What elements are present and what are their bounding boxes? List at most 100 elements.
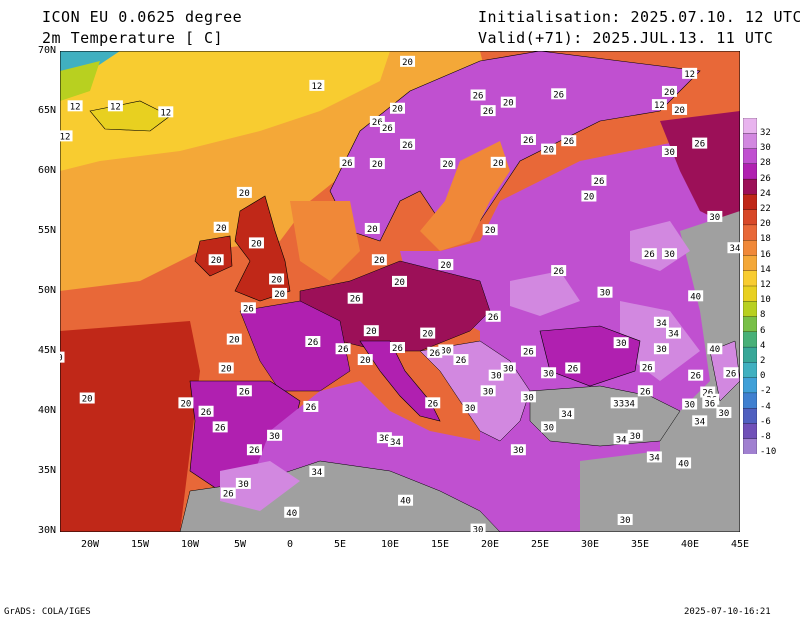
svg-text:26: 26 — [243, 304, 254, 314]
contour-label: 20 — [272, 287, 288, 300]
colorbar-band — [743, 301, 757, 318]
svg-text:20: 20 — [211, 256, 222, 266]
colorbar-label: 22 — [760, 204, 771, 214]
svg-text:30: 30 — [656, 345, 667, 355]
contour-label: 20 — [482, 224, 498, 236]
contour-label: 26 — [688, 369, 704, 382]
svg-text:30: 30 — [238, 480, 249, 490]
lon-label: 5W — [233, 539, 247, 550]
contour-label: 26 — [551, 88, 567, 100]
contour-label: 30 — [480, 385, 496, 397]
contour-label: 26 — [700, 386, 716, 399]
svg-text:20: 20 — [440, 261, 451, 271]
contour-label: 12 — [651, 99, 667, 111]
contour-label: 26 — [236, 385, 252, 397]
svg-text:30: 30 — [269, 432, 280, 442]
colorbar-band — [743, 316, 757, 333]
svg-text:30: 30 — [620, 516, 631, 526]
svg-text:30: 30 — [664, 148, 675, 158]
contour-label: 12 — [60, 130, 73, 142]
svg-text:12: 12 — [311, 82, 322, 92]
svg-text:20: 20 — [422, 330, 433, 340]
contour-label: 26 — [220, 487, 236, 500]
contour-label: 12 — [107, 100, 123, 112]
contour-label: 26 — [212, 421, 228, 433]
colorbar-label: -10 — [760, 447, 777, 458]
svg-text:20: 20 — [392, 105, 403, 115]
svg-text:30: 30 — [664, 250, 675, 260]
colorbar-label: 4 — [760, 340, 766, 351]
lat-label: 40N — [37, 405, 56, 416]
svg-text:30: 30 — [379, 434, 390, 444]
svg-text:20: 20 — [181, 399, 192, 409]
contour-label: 30 — [597, 286, 613, 299]
svg-text:26: 26 — [640, 387, 651, 397]
colorbar-label: 10 — [760, 295, 771, 306]
contour-label: 30 — [376, 432, 392, 444]
svg-text:20: 20 — [229, 336, 240, 346]
svg-text:36: 36 — [704, 399, 715, 409]
svg-text:20: 20 — [664, 88, 675, 98]
colorbar-label: 8 — [760, 310, 766, 321]
colorbar-label: 14 — [760, 264, 771, 275]
svg-text:12: 12 — [654, 101, 665, 111]
contour-label: 34 — [613, 433, 629, 445]
contour-label: 20 — [248, 237, 264, 249]
colorbar-band — [743, 438, 757, 454]
contour-label: 26 — [339, 156, 355, 169]
contour-label: 20 — [438, 259, 454, 271]
contour-label: 20 — [369, 158, 385, 170]
svg-text:20: 20 — [82, 395, 93, 405]
svg-text:40: 40 — [709, 345, 720, 355]
contour-label: 34 — [646, 451, 662, 463]
contour-label: 20 — [371, 254, 387, 266]
svg-text:30: 30 — [684, 401, 695, 411]
svg-text:30: 30 — [503, 364, 514, 374]
lat-label: 35N — [37, 465, 56, 476]
lon-label: 20E — [480, 539, 500, 550]
contour-label: 40 — [398, 494, 414, 507]
contour-label: 20 — [226, 333, 242, 346]
contour-label: 36 — [702, 397, 718, 409]
lat-label: 45N — [37, 345, 56, 356]
svg-text:26: 26 — [350, 295, 361, 305]
contour-label: 30 — [235, 477, 251, 490]
contour-label: 20 — [236, 186, 252, 199]
contour-label: 26 — [369, 115, 385, 128]
contour-label: 30 — [661, 146, 677, 158]
contour-label: 26 — [639, 361, 655, 373]
contour-label: 40 — [284, 506, 300, 519]
svg-text:26: 26 — [249, 446, 260, 456]
temperature-field — [60, 51, 740, 532]
colorbar-label: 2 — [760, 356, 766, 366]
contour-label: 12 — [682, 67, 698, 80]
colorbar-band — [743, 133, 757, 150]
svg-text:34: 34 — [730, 244, 740, 254]
svg-text:30: 30 — [616, 339, 627, 349]
contour-label: 3334 — [610, 397, 638, 409]
colorbar-band — [743, 255, 757, 272]
contour-label: 26 — [480, 105, 496, 117]
colorbar-band — [743, 346, 757, 364]
svg-text:34: 34 — [649, 453, 660, 463]
lon-label: 35E — [630, 539, 650, 550]
svg-text:26: 26 — [215, 423, 226, 433]
lat-label: 50N — [37, 285, 56, 296]
colorbar-band — [743, 331, 757, 348]
svg-text:34: 34 — [694, 417, 705, 427]
contour-label: 0 — [60, 351, 65, 364]
colorbar-band — [743, 392, 757, 409]
svg-text:26: 26 — [553, 267, 564, 277]
svg-text:40: 40 — [286, 509, 297, 519]
svg-text:26: 26 — [372, 118, 383, 128]
colorbar-label: -2 — [760, 386, 771, 397]
colorbar-band — [743, 285, 757, 302]
contour-label: 40 — [688, 290, 704, 302]
contour-label: 20 — [79, 392, 95, 405]
svg-text:34: 34 — [390, 438, 401, 448]
svg-text:26: 26 — [702, 389, 713, 399]
svg-text:40: 40 — [690, 292, 701, 302]
contour-label: 20 — [541, 143, 557, 156]
